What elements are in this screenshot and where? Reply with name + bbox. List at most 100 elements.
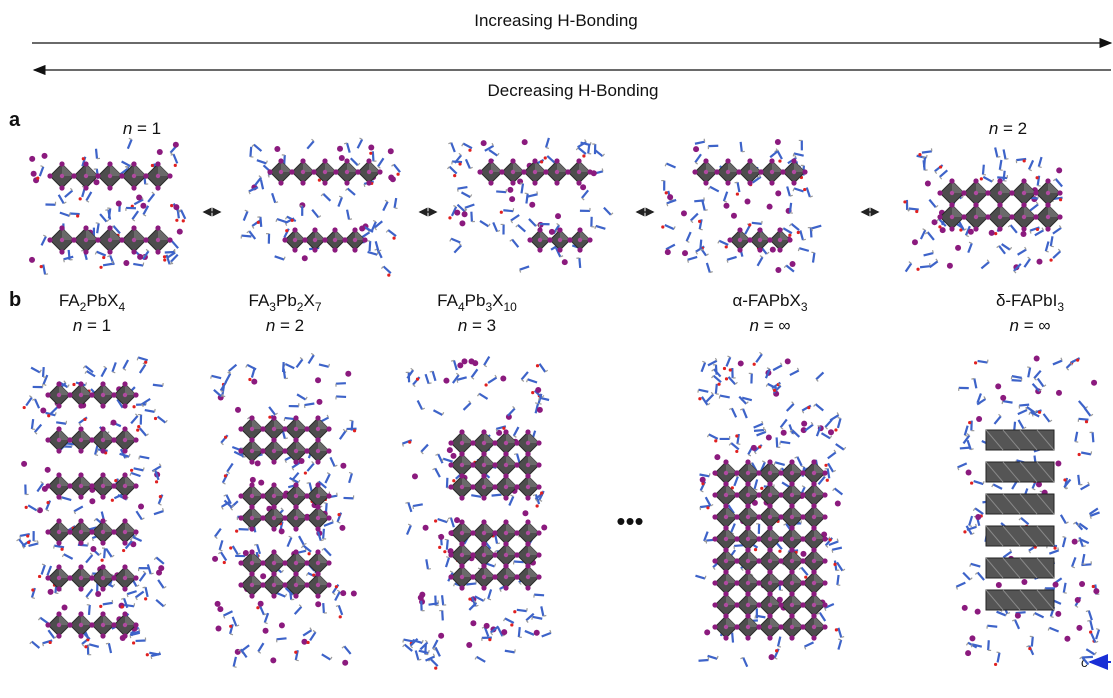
lead [313, 238, 317, 242]
halide [1045, 202, 1050, 207]
lead [526, 441, 530, 445]
molecule [1053, 251, 1060, 258]
molecule [112, 362, 115, 371]
halide [448, 530, 453, 535]
molecule [388, 230, 396, 236]
halide [745, 503, 750, 508]
halide [56, 518, 61, 523]
lead [294, 427, 298, 431]
molecule [987, 626, 997, 627]
molecule-h [459, 243, 461, 245]
molecule [100, 214, 106, 222]
molecule-h [220, 550, 223, 551]
water [114, 479, 117, 482]
molecule [221, 552, 226, 560]
molecule [347, 210, 349, 220]
molecule [799, 248, 809, 251]
molecule-h [1019, 518, 1021, 520]
molecule [727, 257, 737, 260]
molecule [438, 454, 442, 463]
molecule [433, 410, 442, 415]
molecule [707, 263, 710, 273]
panel-label: a [9, 109, 21, 131]
molecule [124, 598, 127, 607]
lead [272, 494, 276, 498]
lead [294, 494, 298, 498]
formula-text: δ-FAPbI [996, 291, 1057, 310]
iodide [216, 626, 222, 632]
lead [768, 471, 772, 475]
halide [470, 462, 475, 467]
molecule [442, 595, 443, 605]
iodide [1093, 588, 1099, 594]
iodide [996, 582, 1002, 588]
halide [734, 580, 739, 585]
molecule [790, 203, 791, 213]
halide [1009, 190, 1014, 195]
iodide [925, 181, 931, 187]
molecule-h [814, 404, 816, 406]
iodide [1056, 390, 1062, 396]
halide [355, 169, 360, 174]
molecule [56, 422, 66, 423]
iodide [21, 461, 27, 467]
octahedra-chain [986, 430, 1054, 450]
halide [525, 563, 530, 568]
water [223, 561, 226, 564]
molecule-h [164, 604, 166, 606]
molecule-h [705, 210, 708, 211]
iodide [1036, 259, 1042, 265]
halide [56, 633, 61, 638]
molecule [1011, 225, 1017, 233]
molecule [800, 230, 803, 240]
molecule-h [488, 599, 491, 600]
molecule [666, 245, 675, 250]
molecule [813, 253, 814, 263]
molecule-h [826, 545, 828, 547]
molecule-h [143, 571, 145, 573]
halide [767, 547, 772, 552]
halide [745, 547, 750, 552]
molecule [96, 149, 97, 159]
molecule [773, 365, 782, 370]
halide [997, 178, 1002, 183]
octahedra [238, 415, 331, 464]
halide [111, 529, 116, 534]
n-value: = 2 [998, 119, 1027, 138]
lead [724, 471, 728, 475]
halide [315, 593, 320, 598]
water [335, 585, 338, 588]
molecule-h [748, 454, 751, 455]
water [1059, 198, 1062, 201]
halide [481, 451, 486, 456]
molecule-h [543, 616, 546, 617]
iodide [274, 146, 280, 152]
halide [293, 549, 298, 554]
molecule-h [54, 546, 55, 549]
halide [56, 403, 61, 408]
molecule [181, 210, 185, 219]
iodide [965, 650, 971, 656]
water [974, 361, 977, 364]
molecule [963, 573, 970, 580]
lead [316, 516, 320, 520]
lead [101, 623, 105, 627]
molecule [223, 611, 232, 615]
molecule-h [729, 443, 731, 445]
molecule [724, 192, 727, 201]
halide [107, 185, 112, 190]
halide [734, 558, 739, 563]
water [99, 266, 102, 269]
water [256, 606, 259, 609]
halide [492, 574, 497, 579]
molecule [921, 230, 925, 239]
halide [293, 459, 298, 464]
octahedra [238, 549, 331, 598]
molecule [520, 266, 529, 269]
iodide [989, 230, 995, 236]
molecule-h [793, 188, 794, 191]
water [306, 641, 309, 644]
molecule [1028, 367, 1030, 377]
halide [448, 552, 453, 557]
molecule-h [688, 260, 689, 263]
